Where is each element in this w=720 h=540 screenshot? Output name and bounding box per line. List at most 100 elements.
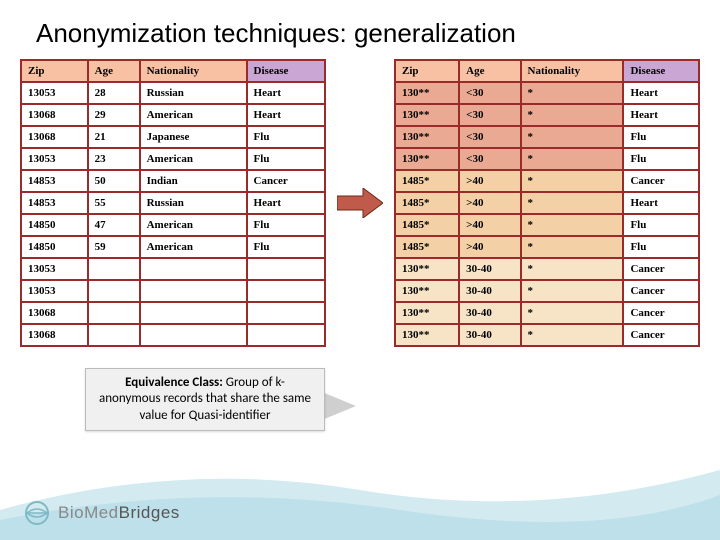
table-cell: Flu	[623, 148, 699, 170]
table-row: 13068	[21, 324, 325, 346]
table-cell	[247, 302, 325, 324]
table-cell: 13053	[21, 280, 88, 302]
table-row: 1485350IndianCancer	[21, 170, 325, 192]
table-cell: Indian	[140, 170, 247, 192]
footer-brand: BioMedBridges	[58, 503, 180, 523]
table-row: 130**<30*Heart	[395, 104, 699, 126]
table-cell: *	[521, 104, 624, 126]
table-row: 130**30-40*Cancer	[395, 324, 699, 346]
table-cell: American	[140, 104, 247, 126]
table-cell: Russian	[140, 192, 247, 214]
table-cell: Heart	[247, 104, 325, 126]
table-cell	[88, 280, 140, 302]
table-cell: 30-40	[459, 258, 520, 280]
table-cell: 13068	[21, 126, 88, 148]
table-cell: 21	[88, 126, 140, 148]
table-cell	[247, 258, 325, 280]
footer-brand-b: Bridges	[119, 503, 180, 522]
generalized-table-wrap: Zip Age Nationality Disease 130**<30*Hea…	[394, 59, 700, 347]
table-cell: <30	[459, 104, 520, 126]
page-title: Anonymization techniques: generalization	[0, 0, 720, 59]
table-cell: 59	[88, 236, 140, 258]
table-cell: 30-40	[459, 302, 520, 324]
table-cell: Flu	[247, 126, 325, 148]
table-cell: *	[521, 192, 624, 214]
table-cell: >40	[459, 192, 520, 214]
col-disease: Disease	[247, 60, 325, 82]
table-cell: <30	[459, 82, 520, 104]
table-cell: 130**	[395, 148, 459, 170]
original-table-wrap: Zip Age Nationality Disease 13053 28 Russi…	[20, 59, 326, 347]
callout-pointer-icon	[322, 392, 356, 420]
table-row: 130**<30*Heart	[395, 82, 699, 104]
equivalence-class-callout: Equivalence Class: Group of k-anonymous …	[85, 368, 325, 431]
table-cell: Flu	[247, 214, 325, 236]
table-cell	[88, 302, 140, 324]
table-cell: Flu	[247, 236, 325, 258]
col-zip: Zip	[21, 60, 88, 82]
table-row: 13068	[21, 302, 325, 324]
table-cell: 130**	[395, 302, 459, 324]
content-area: Zip Age Nationality Disease 13053 28 Russi…	[0, 59, 720, 347]
table-cell: American	[140, 148, 247, 170]
table-cell: 130**	[395, 258, 459, 280]
table-cell: 1485*	[395, 192, 459, 214]
table-cell: Cancer	[623, 302, 699, 324]
footer: BioMedBridges	[24, 500, 180, 526]
table-cell: 130**	[395, 104, 459, 126]
table-cell: Heart	[247, 82, 325, 104]
table-cell: 28	[88, 82, 140, 104]
table-cell: 14850	[21, 214, 88, 236]
table-row: 1306829AmericanHeart	[21, 104, 325, 126]
table-row: 1306821JapaneseFlu	[21, 126, 325, 148]
original-table: Zip Age Nationality Disease 13053 28 Russi…	[20, 59, 326, 347]
table-cell: 130**	[395, 82, 459, 104]
footer-logo-icon	[24, 500, 50, 526]
footer-brand-a: BioMed	[58, 503, 119, 522]
table-cell: 29	[88, 104, 140, 126]
table-cell: *	[521, 148, 624, 170]
table-cell: 14850	[21, 236, 88, 258]
table-cell	[247, 280, 325, 302]
col-zip: Zip	[395, 60, 459, 82]
table-row: 1485047AmericanFlu	[21, 214, 325, 236]
table-row: 1485059AmericanFlu	[21, 236, 325, 258]
table-cell: >40	[459, 170, 520, 192]
table-cell: Cancer	[623, 280, 699, 302]
table-cell: American	[140, 236, 247, 258]
generalized-table: Zip Age Nationality Disease 130**<30*Hea…	[394, 59, 700, 347]
col-nationality: Nationality	[521, 60, 624, 82]
table-row: 1485*>40*Flu	[395, 236, 699, 258]
table-cell: *	[521, 214, 624, 236]
table-row: 130**30-40*Cancer	[395, 258, 699, 280]
arrow-icon	[336, 188, 384, 218]
table-cell: 30-40	[459, 324, 520, 346]
table-cell: 130**	[395, 280, 459, 302]
table-cell: Flu	[623, 236, 699, 258]
table-cell	[88, 324, 140, 346]
table-cell: *	[521, 126, 624, 148]
table-cell: 55	[88, 192, 140, 214]
table-cell: 14853	[21, 192, 88, 214]
table-cell: *	[521, 280, 624, 302]
table-header-row: Zip Age Nationality Disease	[21, 60, 325, 82]
table-cell: 13068	[21, 104, 88, 126]
table-cell	[88, 258, 140, 280]
table-row: 1485355RussianHeart	[21, 192, 325, 214]
table-row: 130**<30*Flu	[395, 126, 699, 148]
table-cell: 30-40	[459, 280, 520, 302]
table-row: 13053	[21, 280, 325, 302]
table-cell	[140, 280, 247, 302]
col-nationality: Nationality	[140, 60, 247, 82]
table-cell: 13068	[21, 302, 88, 324]
col-age: Age	[459, 60, 520, 82]
table-row: 130**<30*Flu	[395, 148, 699, 170]
table-cell: >40	[459, 236, 520, 258]
table-cell: Japanese	[140, 126, 247, 148]
table-cell: 23	[88, 148, 140, 170]
table-cell: American	[140, 214, 247, 236]
table-cell: Heart	[623, 82, 699, 104]
table-cell: Cancer	[623, 258, 699, 280]
table-cell: *	[521, 170, 624, 192]
table-row: 1485*>40*Heart	[395, 192, 699, 214]
